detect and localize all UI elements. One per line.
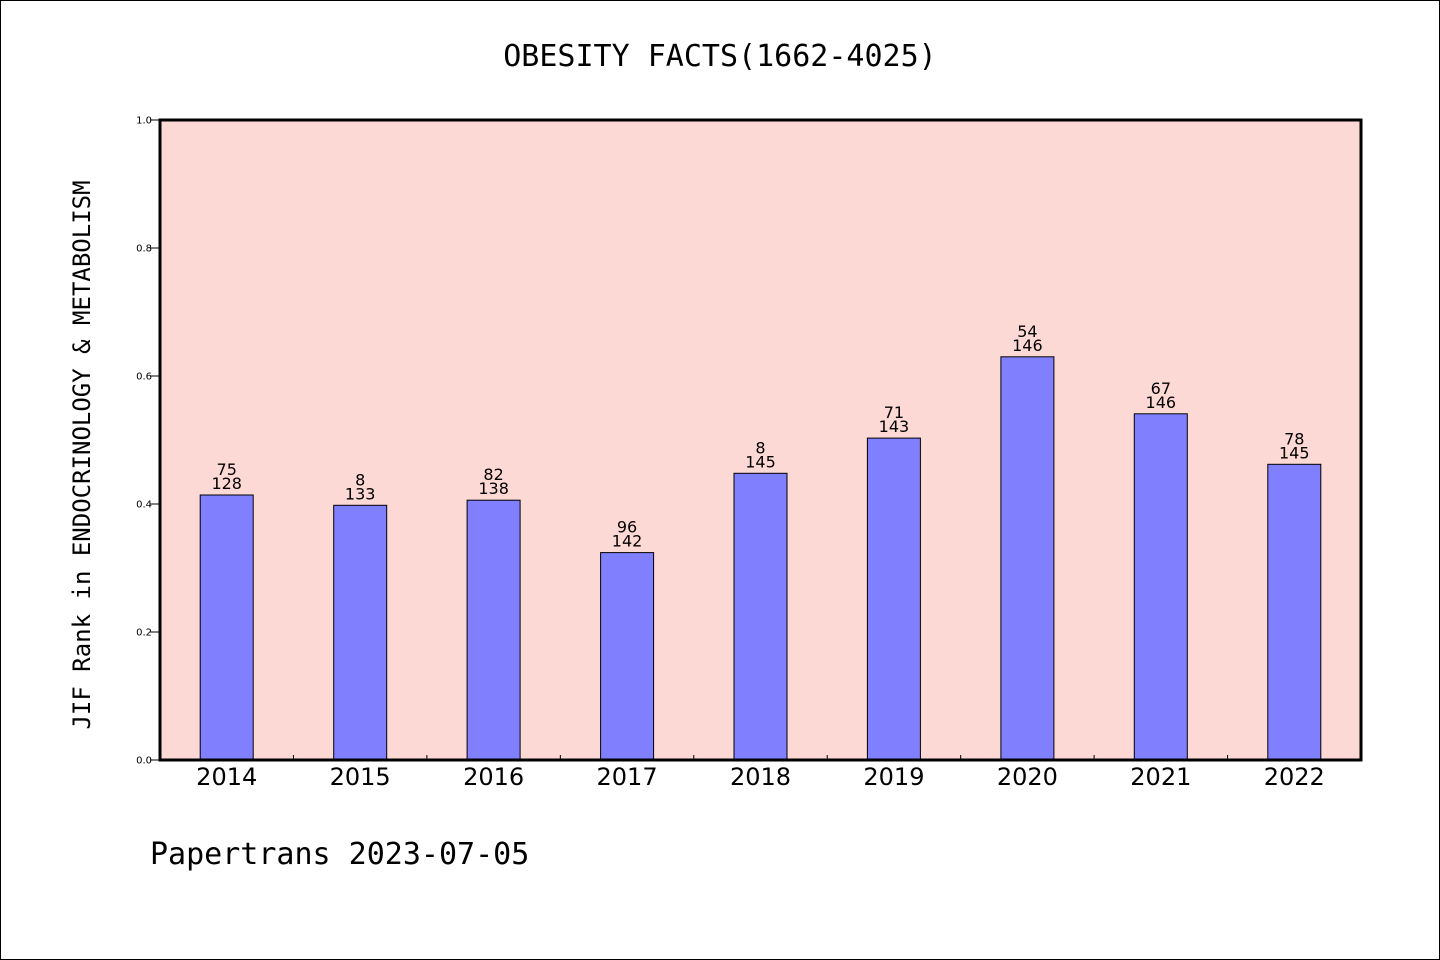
bar-rank-label-2015: 8 — [355, 470, 365, 489]
x-tick-label-2019: 2019 — [863, 763, 924, 791]
x-tick-label-2018: 2018 — [730, 763, 791, 791]
bar-2016 — [466, 499, 521, 761]
bar-2018 — [733, 472, 788, 761]
bar-2020 — [1000, 356, 1055, 761]
bar-total-label-2014: 128 — [211, 474, 242, 493]
y-tick-label-1: 0.2 — [136, 628, 152, 639]
bar-2015 — [333, 504, 388, 761]
bar-total-label-2021: 146 — [1146, 393, 1177, 412]
y-ticks-group: 0.0 0.2 0.4 0.6 0.8 1.0 — [136, 116, 160, 767]
y-tick-label-2: 0.4 — [136, 500, 152, 511]
y-tick-label-3: 0.6 — [136, 372, 152, 383]
plot-border — [158, 118, 1363, 762]
y-tick-label-0: 0.0 — [136, 756, 152, 767]
bar-total-label-2017: 142 — [612, 532, 643, 551]
y-tick-label-5: 1.0 — [136, 116, 152, 127]
x-tick-label-2017: 2017 — [597, 763, 658, 791]
bar-rank-label-2020: 54 — [1017, 322, 1037, 341]
bar-total-label-2022: 145 — [1279, 443, 1310, 462]
bar-total-label-2019: 143 — [879, 417, 910, 436]
x-tick-label-2014: 2014 — [196, 763, 257, 791]
x-tick-label-2021: 2021 — [1130, 763, 1191, 791]
x-tick-label-2020: 2020 — [997, 763, 1058, 791]
bar-rank-label-2016: 82 — [483, 465, 503, 484]
bar-rank-label-2021: 67 — [1151, 379, 1171, 398]
chart-title: OBESITY FACTS(1662-4025) — [503, 39, 936, 74]
bar-rank-label-2017: 96 — [617, 518, 637, 537]
x-ticks-group: 2014 2015 2016 2017 2018 2019 2020 2021 2022 — [196, 755, 1325, 791]
bar-rank-label-2018: 8 — [755, 438, 765, 457]
x-tick-label-2022: 2022 — [1264, 763, 1325, 791]
footer-text: Papertrans 2023-07-05 — [150, 837, 529, 872]
y-tick-label-4: 0.8 — [136, 244, 152, 255]
bar-total-label-2015: 133 — [345, 484, 376, 503]
bar-2014 — [199, 494, 254, 761]
bar-total-label-2016: 138 — [478, 479, 509, 498]
bar-2017 — [600, 552, 655, 761]
x-tick-label-2015: 2015 — [330, 763, 391, 791]
bar-total-label-2020: 146 — [1012, 336, 1043, 355]
bar-total-label-2018: 145 — [745, 452, 776, 471]
bar-rank-label-2022: 78 — [1284, 429, 1304, 448]
bar-rank-label-2014: 75 — [217, 460, 237, 479]
x-tick-label-2016: 2016 — [463, 763, 524, 791]
bar-rank-label-2019: 71 — [884, 403, 904, 422]
bar-2021 — [1133, 413, 1188, 761]
bar-2019 — [866, 437, 921, 761]
y-axis-label: JIF Rank in ENDOCRINOLOGY & METABOLISM — [68, 180, 96, 729]
bar-2022 — [1267, 463, 1322, 761]
